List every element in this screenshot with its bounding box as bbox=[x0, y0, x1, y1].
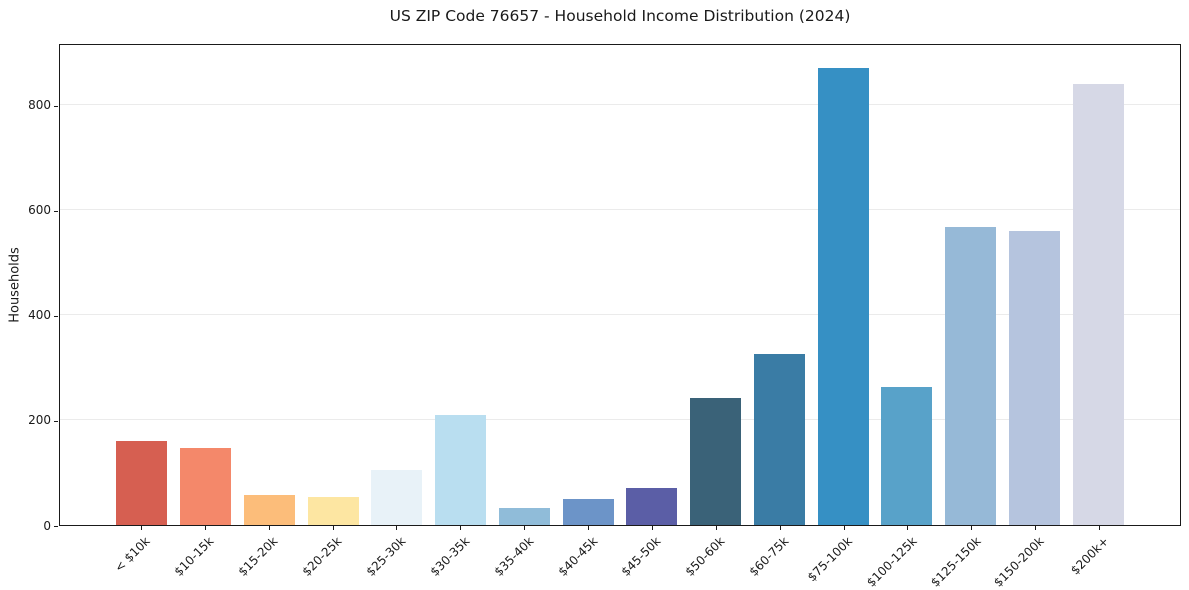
ytick-label-0: 0 bbox=[43, 518, 51, 533]
bar-$30-35k bbox=[435, 414, 487, 525]
xtick-label-$45-50k: $45-50k bbox=[618, 534, 664, 579]
plot-area bbox=[59, 44, 1181, 526]
xtick-mark bbox=[907, 526, 909, 530]
bar-slot bbox=[1066, 45, 1130, 525]
xtick-mark bbox=[268, 526, 270, 530]
xtick-mark bbox=[396, 526, 398, 530]
xtick-mark bbox=[460, 526, 462, 530]
ytick-mark bbox=[54, 210, 58, 212]
xtick-mark bbox=[843, 526, 845, 530]
bar-slot bbox=[238, 45, 302, 525]
bars-row bbox=[60, 45, 1180, 525]
gridline-800 bbox=[60, 103, 1180, 105]
xtick-label-$25-30k: $25-30k bbox=[363, 534, 409, 579]
gridline-600 bbox=[60, 208, 1180, 210]
bar-slot bbox=[620, 45, 684, 525]
xtick-mark bbox=[971, 526, 973, 530]
xtick-mark bbox=[204, 526, 206, 530]
xtick-mark bbox=[524, 526, 526, 530]
chart-title: US ZIP Code 76657 - Household Income Dis… bbox=[389, 7, 851, 25]
bar-< $10k bbox=[116, 441, 168, 525]
xtick-mark bbox=[651, 526, 653, 530]
bar-slot bbox=[684, 45, 748, 525]
bar-slot bbox=[174, 45, 238, 525]
bar-$100-125k bbox=[881, 387, 933, 525]
xtick-mark bbox=[715, 526, 717, 530]
xtick-mark bbox=[779, 526, 781, 530]
xtick-label-$150-200k: $150-200k bbox=[991, 534, 1048, 590]
bar-slot bbox=[556, 45, 620, 525]
ytick-mark bbox=[54, 315, 58, 317]
xtick-mark bbox=[1099, 526, 1101, 530]
bar-$200k+ bbox=[1072, 83, 1124, 525]
xtick-label-$50-60k: $50-60k bbox=[682, 534, 728, 579]
bar-slot bbox=[939, 45, 1003, 525]
xtick-mark bbox=[588, 526, 590, 530]
bar-$35-40k bbox=[498, 507, 550, 525]
xtick-label-$100-125k: $100-125k bbox=[863, 534, 920, 590]
gridline-200 bbox=[60, 419, 1180, 420]
ytick-label-400: 400 bbox=[28, 308, 51, 323]
bar-slot bbox=[493, 45, 557, 525]
bar-$50-60k bbox=[690, 397, 742, 525]
xtick-label-< $10k: < $10k bbox=[112, 534, 153, 575]
bar-$20-25k bbox=[307, 497, 359, 525]
ytick-label-200: 200 bbox=[28, 413, 51, 428]
xtick-label-$30-35k: $30-35k bbox=[427, 534, 473, 579]
xtick-label-$10-15k: $10-15k bbox=[171, 534, 217, 579]
ytick-mark bbox=[54, 105, 58, 107]
xtick-label-$60-75k: $60-75k bbox=[746, 534, 792, 579]
xtick-label-$35-40k: $35-40k bbox=[491, 534, 537, 579]
bar-slot bbox=[811, 45, 875, 525]
bar-slot bbox=[748, 45, 812, 525]
bar-$125-150k bbox=[945, 226, 997, 525]
xtick-label-$20-25k: $20-25k bbox=[299, 534, 345, 579]
xtick-label-$200k+: $200k+ bbox=[1067, 534, 1111, 578]
bar-$40-45k bbox=[562, 498, 614, 525]
bar-slot bbox=[1003, 45, 1067, 525]
xtick-label-$125-150k: $125-150k bbox=[927, 534, 984, 590]
bar-slot bbox=[301, 45, 365, 525]
bar-$45-50k bbox=[626, 488, 678, 525]
ytick-label-800: 800 bbox=[28, 98, 51, 113]
ytick-mark bbox=[54, 420, 58, 422]
bar-$10-15k bbox=[180, 448, 232, 525]
xtick-label-$15-20k: $15-20k bbox=[235, 534, 281, 579]
bar-$60-75k bbox=[753, 353, 805, 525]
bar-$75-100k bbox=[817, 67, 869, 525]
xtick-label-$75-100k: $75-100k bbox=[805, 534, 856, 585]
bar-$150-200k bbox=[1008, 230, 1060, 525]
xtick-mark bbox=[332, 526, 334, 530]
xtick-label-$40-45k: $40-45k bbox=[555, 534, 600, 579]
bar-slot bbox=[429, 45, 493, 525]
bar-slot bbox=[875, 45, 939, 525]
bar-slot bbox=[110, 45, 174, 525]
bar-$25-30k bbox=[371, 470, 423, 525]
bar-slot bbox=[365, 45, 429, 525]
bar-$15-20k bbox=[243, 495, 295, 525]
xtick-mark bbox=[1035, 526, 1037, 530]
xtick-mark bbox=[140, 526, 142, 530]
gridline-400 bbox=[60, 313, 1180, 315]
ytick-label-600: 600 bbox=[28, 203, 51, 218]
ytick-mark bbox=[54, 526, 58, 527]
